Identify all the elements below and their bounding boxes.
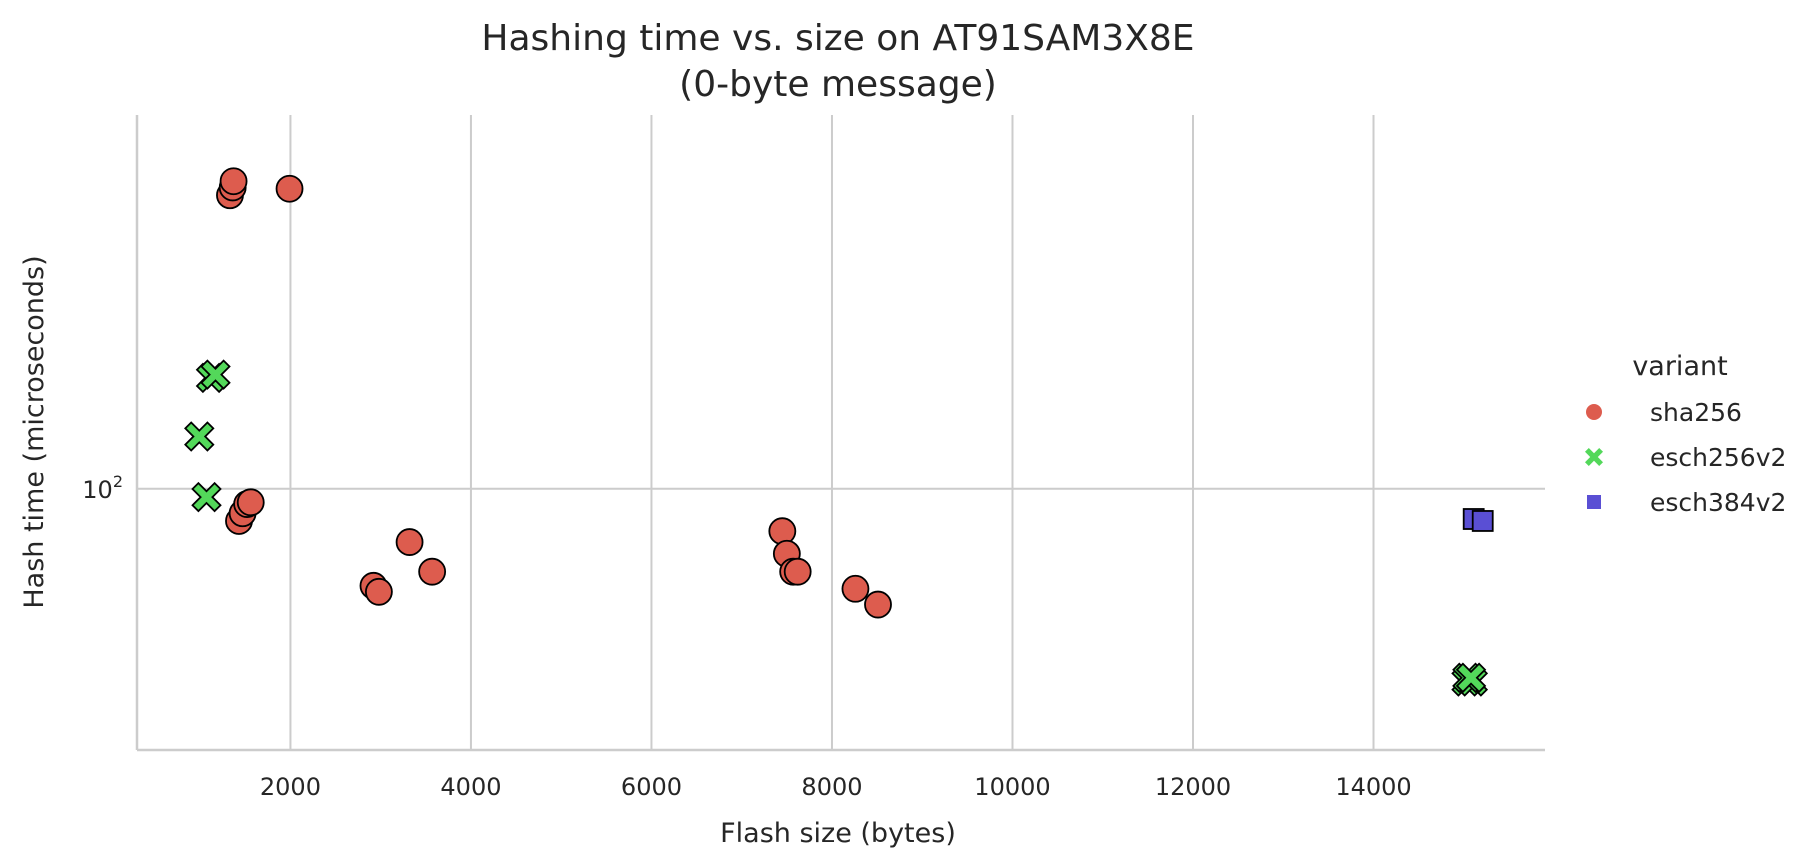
legend-entry-esch256v2: esch256v2 — [1585, 443, 1786, 472]
esch384v2-point — [1471, 510, 1494, 532]
sha256-point — [236, 488, 265, 517]
x-axis-label: Flash size (bytes) — [720, 818, 956, 849]
legend-label: sha256 — [1650, 398, 1742, 427]
data-points — [184, 167, 1494, 697]
grid-lines — [137, 115, 1545, 750]
esch256v2-point — [200, 359, 231, 390]
x-tick-label: 12000 — [1155, 773, 1231, 801]
x-tick-label: 4000 — [440, 773, 501, 801]
series-esch384v2 — [1462, 508, 1494, 532]
legend-entry-esch384v2: esch384v2 — [1587, 488, 1786, 517]
series-esch256v2 — [184, 359, 1489, 697]
x-tick-label: 14000 — [1335, 773, 1411, 801]
esch256v2-point — [184, 421, 215, 452]
sha256-point — [364, 577, 393, 606]
y-axis-label: Hash time (microseconds) — [19, 255, 50, 608]
x-tick-labels: 2000 4000 6000 8000 10000 12000 14000 — [260, 773, 1412, 801]
sha256-point — [841, 574, 870, 603]
esch256v2-point — [1455, 662, 1487, 694]
x-tick-label: 10000 — [974, 773, 1050, 801]
sha256-point — [418, 557, 447, 586]
legend-label: esch384v2 — [1650, 488, 1786, 517]
sha256-point — [395, 528, 424, 556]
legend-title: variant — [1632, 351, 1727, 382]
axes-spines — [135, 115, 1545, 752]
legend: variant sha256 esch256v2 esch384v2 — [1585, 351, 1786, 517]
x-tick-label: 2000 — [260, 773, 321, 801]
y-tick-labels: 102 — [82, 472, 123, 504]
legend-marker-sha256 — [1586, 404, 1602, 420]
y-tick-label: 102 — [82, 472, 123, 504]
legend-marker-esch384v2 — [1587, 495, 1601, 509]
sha256-point — [864, 590, 892, 619]
sha256-point — [219, 167, 248, 196]
chart-subtitle: (0-byte message) — [679, 64, 997, 105]
sha256-point — [275, 174, 304, 203]
series-sha256 — [216, 167, 892, 619]
x-tick-label: 6000 — [621, 773, 682, 801]
legend-marker-esch256v2 — [1585, 448, 1603, 466]
x-tick-label: 8000 — [801, 773, 862, 801]
esch256v2-point — [191, 481, 222, 513]
legend-entry-sha256: sha256 — [1586, 398, 1742, 427]
sha256-point — [783, 557, 812, 586]
legend-label: esch256v2 — [1650, 443, 1786, 472]
sha256-point — [768, 517, 797, 546]
chart-title: Hashing time vs. size on AT91SAM3X8E — [481, 18, 1194, 59]
